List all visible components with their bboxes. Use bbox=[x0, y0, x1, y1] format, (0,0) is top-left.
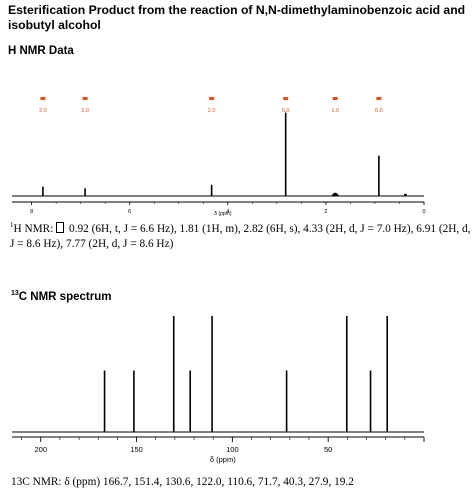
x-tick-label: 200 bbox=[34, 445, 47, 454]
missing-glyph-box bbox=[56, 221, 65, 233]
integration-label: 6.0 bbox=[375, 108, 383, 114]
h-nmr-heading: H NMR Data bbox=[8, 45, 74, 57]
integration-marker bbox=[332, 97, 338, 100]
h-nmr-caption: 1H NMR: 0.92 (6H, t, J = 6.6 Hz), 1.81 (… bbox=[10, 218, 472, 252]
x-tick-label: 50 bbox=[324, 445, 332, 454]
integration-marker bbox=[209, 97, 215, 100]
x-tick-label: 0 bbox=[422, 209, 425, 215]
x-tick-label: 2 bbox=[324, 209, 327, 215]
x-tick-label: 100 bbox=[226, 445, 239, 454]
peak-dot bbox=[403, 193, 407, 197]
c-nmr-heading-text: C NMR spectrum bbox=[18, 290, 112, 303]
c-nmr-heading: 13C NMR spectrum bbox=[11, 290, 111, 303]
integration-marker bbox=[82, 97, 88, 100]
x-tick-label: 150 bbox=[130, 445, 143, 454]
integration-label: 2.0 bbox=[39, 108, 47, 114]
h-nmr-caption-text: H NMR: 0.92 (6H, t, J = 6.6 Hz), 1.81 (1… bbox=[10, 221, 471, 250]
c-nmr-spectrum: 200 150 100 50 δ (ppm) bbox=[12, 316, 425, 464]
h-nmr-caption-superscript: 1 bbox=[10, 221, 14, 229]
x-tick-label: 6 bbox=[128, 209, 131, 215]
integration-label: 2.0 bbox=[208, 108, 216, 114]
integration-label: 2.0 bbox=[81, 108, 89, 114]
c-nmr-caption: 13C NMR: δ (ppm) 166.7, 151.4, 130.6, 12… bbox=[11, 476, 354, 488]
x-axis-label: δ (ppm) bbox=[214, 211, 232, 217]
integration-marker bbox=[283, 97, 289, 100]
integration-label: 1.0 bbox=[331, 108, 339, 114]
integration-label: 6.0 bbox=[282, 108, 290, 114]
x-axis-label: δ (ppm) bbox=[210, 455, 236, 464]
integration-marker bbox=[376, 97, 382, 100]
page-title: Esterification Product from the reaction… bbox=[8, 3, 466, 32]
integration-marker bbox=[40, 97, 46, 100]
x-tick-label: 4 bbox=[226, 209, 229, 215]
peak-multiplet bbox=[331, 192, 339, 197]
c-nmr-heading-superscript: 13 bbox=[11, 290, 19, 297]
x-tick-label: 8 bbox=[30, 209, 33, 215]
h-nmr-spectrum: 8 6 4 2 0 δ (ppm) 2.0 2.0 2.0 6.0 1.0 6.0 bbox=[12, 97, 426, 217]
